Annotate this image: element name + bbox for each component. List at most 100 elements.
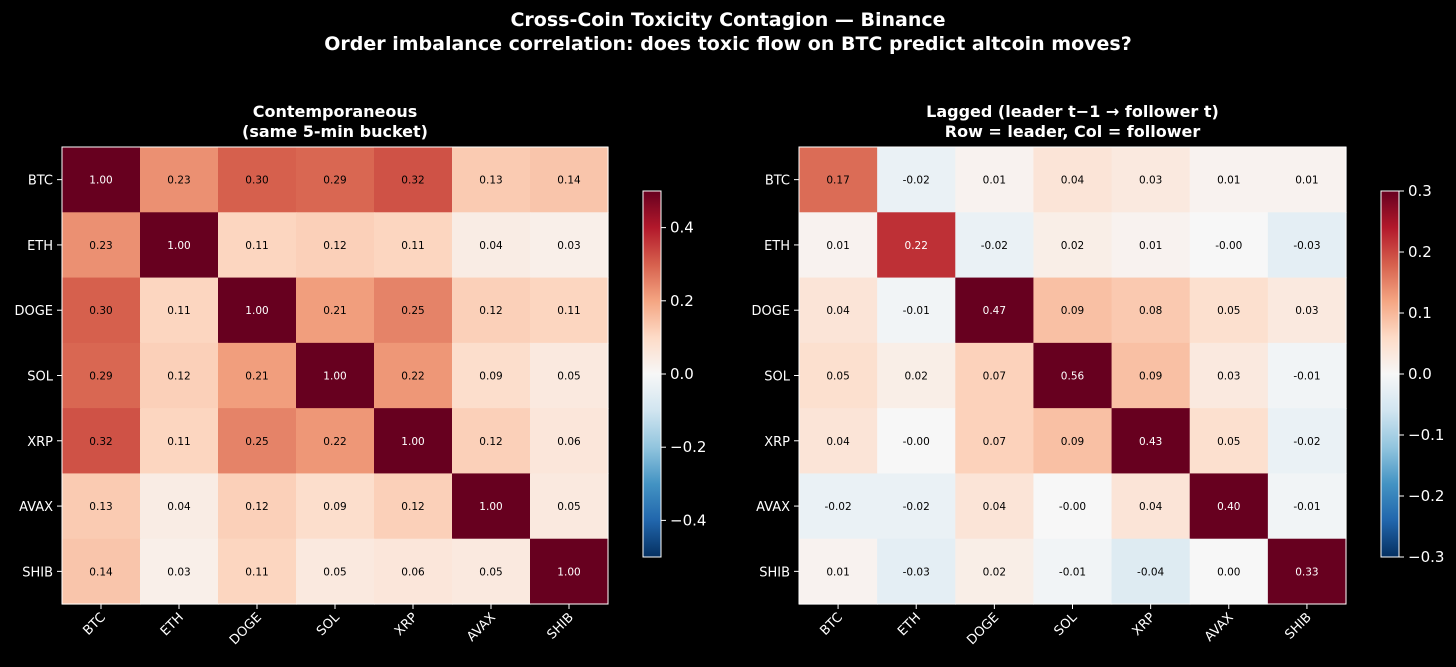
cell-value-label: 0.23 [89, 240, 112, 252]
heatmap-cell [62, 342, 141, 409]
cell-value-label: -0.03 [1293, 240, 1320, 252]
colorbar-tick-label: −0.1 [1408, 426, 1444, 444]
cell-value-label: 1.00 [479, 501, 502, 513]
heatmap-cell [530, 538, 609, 605]
colorbar-tick-label: 0.2 [1408, 243, 1432, 261]
y-tick-label: ETH [764, 239, 790, 254]
heatmap-cell [530, 147, 609, 213]
y-tick-label: AVAX [19, 500, 53, 515]
heatmap-cell [799, 538, 878, 605]
cell-value-label: 0.29 [89, 371, 112, 383]
heatmap-cell [140, 277, 219, 344]
heatmap-cell [799, 473, 878, 540]
cell-value-label: 0.05 [826, 371, 849, 383]
heatmap-cell [296, 212, 375, 279]
heatmap-cell [218, 538, 297, 605]
colorbar-tick-label: 0.0 [1408, 365, 1432, 383]
cell-value-label: -0.02 [903, 175, 930, 187]
heatmap-cell [452, 212, 531, 279]
cell-value-label: -0.01 [1293, 371, 1320, 383]
heatmap-cell [452, 342, 531, 409]
colorbar [643, 191, 661, 557]
cell-value-label: 0.21 [323, 305, 346, 317]
cell-value-label: -0.02 [1293, 436, 1320, 448]
cell-value-label: 0.22 [401, 371, 424, 383]
heatmap-cell [140, 538, 219, 605]
heatmap-cell [218, 408, 297, 475]
cell-value-label: 1.00 [245, 305, 268, 317]
heatmap-cell [877, 538, 956, 605]
y-tick-label: BTC [765, 174, 790, 189]
heatmap-cell [374, 538, 453, 605]
heatmap-cell [218, 212, 297, 279]
x-tick-label: DOGE [227, 610, 265, 648]
cell-value-label: 0.11 [245, 566, 268, 578]
cell-value-label: 0.04 [1139, 501, 1163, 513]
y-tick-label: DOGE [14, 304, 53, 319]
cell-value-label: 0.33 [1295, 566, 1318, 578]
heatmap-cell [955, 538, 1035, 605]
heatmap-cell [374, 342, 453, 409]
heatmap-cell [877, 408, 956, 475]
cell-value-label: 0.05 [323, 566, 346, 578]
cell-value-label: 0.11 [167, 305, 190, 317]
cell-value-label: -0.02 [981, 240, 1008, 252]
cell-value-label: 0.25 [401, 305, 424, 317]
cell-value-label: 0.11 [401, 240, 424, 252]
y-tick-label: XRP [764, 435, 790, 450]
heatmap-cell [1111, 212, 1191, 279]
cell-value-label: 0.05 [557, 371, 580, 383]
cell-value-label: 0.22 [323, 436, 346, 448]
cell-value-label: 0.00 [1217, 566, 1240, 578]
panel-title-line: Lagged (leader t−1 → follower t) [926, 102, 1219, 121]
cell-value-label: 0.03 [167, 566, 190, 578]
cell-value-label: 0.01 [826, 240, 849, 252]
cell-value-label: 1.00 [557, 566, 580, 578]
heatmap-cell [1189, 473, 1269, 540]
x-tick-label: SHIB [1282, 610, 1314, 642]
cell-value-label: 0.12 [167, 371, 190, 383]
heatmap-cell [1267, 147, 1347, 213]
panel-title-line: Contemporaneous [253, 102, 418, 121]
cell-value-label: 0.56 [1061, 371, 1085, 383]
heatmap-cell [799, 408, 878, 475]
cell-value-label: 0.02 [905, 371, 928, 383]
y-tick-label: SHIB [22, 565, 53, 580]
heatmap-cell [374, 212, 453, 279]
heatmap-cell [452, 277, 531, 344]
heatmap-cell [296, 473, 375, 540]
heatmap-cell [1267, 408, 1347, 475]
colorbar-tick-label: −0.2 [1408, 487, 1444, 505]
y-tick-label: SOL [764, 370, 790, 385]
cell-value-label: 0.13 [479, 175, 502, 187]
cell-value-label: -0.01 [1293, 501, 1320, 513]
heatmap-cell [877, 147, 956, 213]
cell-value-label: 0.11 [557, 305, 580, 317]
heatmap-cell [374, 277, 453, 344]
suptitle-line-1: Cross-Coin Toxicity Contagion — Binance [510, 9, 945, 31]
cell-value-label: 0.01 [1139, 240, 1162, 252]
cell-value-label: -0.00 [1059, 501, 1086, 513]
cell-value-label: 0.32 [401, 175, 424, 187]
heatmap-contemporaneous: Contemporaneous(same 5-min bucket) 1.00 0.… [14, 102, 706, 648]
x-tick-label: BTC [80, 610, 108, 638]
cell-value-label: 0.22 [905, 240, 928, 252]
heatmap-cell [1111, 473, 1191, 540]
cell-value-label: 0.09 [1061, 436, 1084, 448]
cell-value-label: -0.03 [903, 566, 930, 578]
cell-value-label: 0.02 [983, 566, 1006, 578]
heatmap-cell [530, 473, 609, 540]
cell-value-label: 0.04 [1061, 175, 1085, 187]
heatmap-cell [218, 342, 297, 409]
heatmap-cell [955, 147, 1035, 213]
heatmap-cell [374, 147, 453, 213]
heatmap-cell [1033, 473, 1113, 540]
heatmap-cell [799, 342, 878, 409]
heatmap-cell [452, 473, 531, 540]
cell-value-label: 0.08 [1139, 305, 1162, 317]
cell-value-label: 0.13 [89, 501, 112, 513]
heatmap-cell [530, 408, 609, 475]
heatmap-cell [374, 473, 453, 540]
heatmap-cell [140, 408, 219, 475]
heatmap-cell [1111, 342, 1191, 409]
